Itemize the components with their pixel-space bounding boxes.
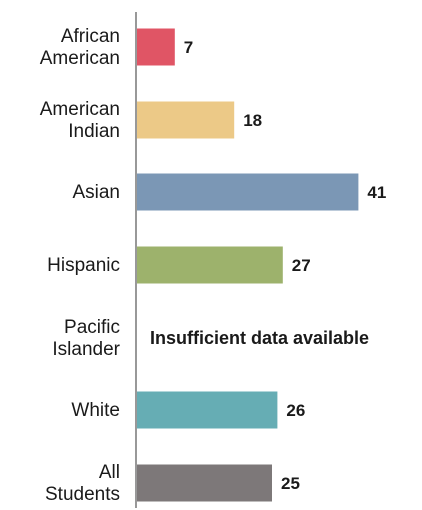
category-label: All	[99, 462, 120, 483]
category-label: American	[40, 48, 120, 69]
bar	[137, 391, 278, 429]
bar	[137, 173, 359, 211]
value-label: 25	[281, 474, 300, 493]
value-label: 27	[292, 256, 311, 275]
category-label: Asian	[72, 182, 120, 203]
category-label: Pacific	[64, 317, 120, 338]
category-label: Hispanic	[47, 255, 120, 276]
bar	[137, 101, 235, 139]
value-label: 7	[184, 38, 193, 57]
category-label: Indian	[68, 121, 120, 142]
category-label: Students	[45, 484, 120, 505]
bar	[137, 246, 283, 284]
category-label: African	[61, 26, 120, 47]
bar	[137, 28, 175, 66]
category-label: Islander	[52, 339, 120, 360]
category-label: American	[40, 99, 120, 120]
category-label: White	[71, 400, 120, 421]
value-label: 18	[243, 111, 262, 130]
insufficient-data-note: Insufficient data available	[150, 328, 369, 348]
value-label: 41	[367, 183, 386, 202]
value-label: 26	[286, 401, 305, 420]
bar	[137, 464, 272, 502]
